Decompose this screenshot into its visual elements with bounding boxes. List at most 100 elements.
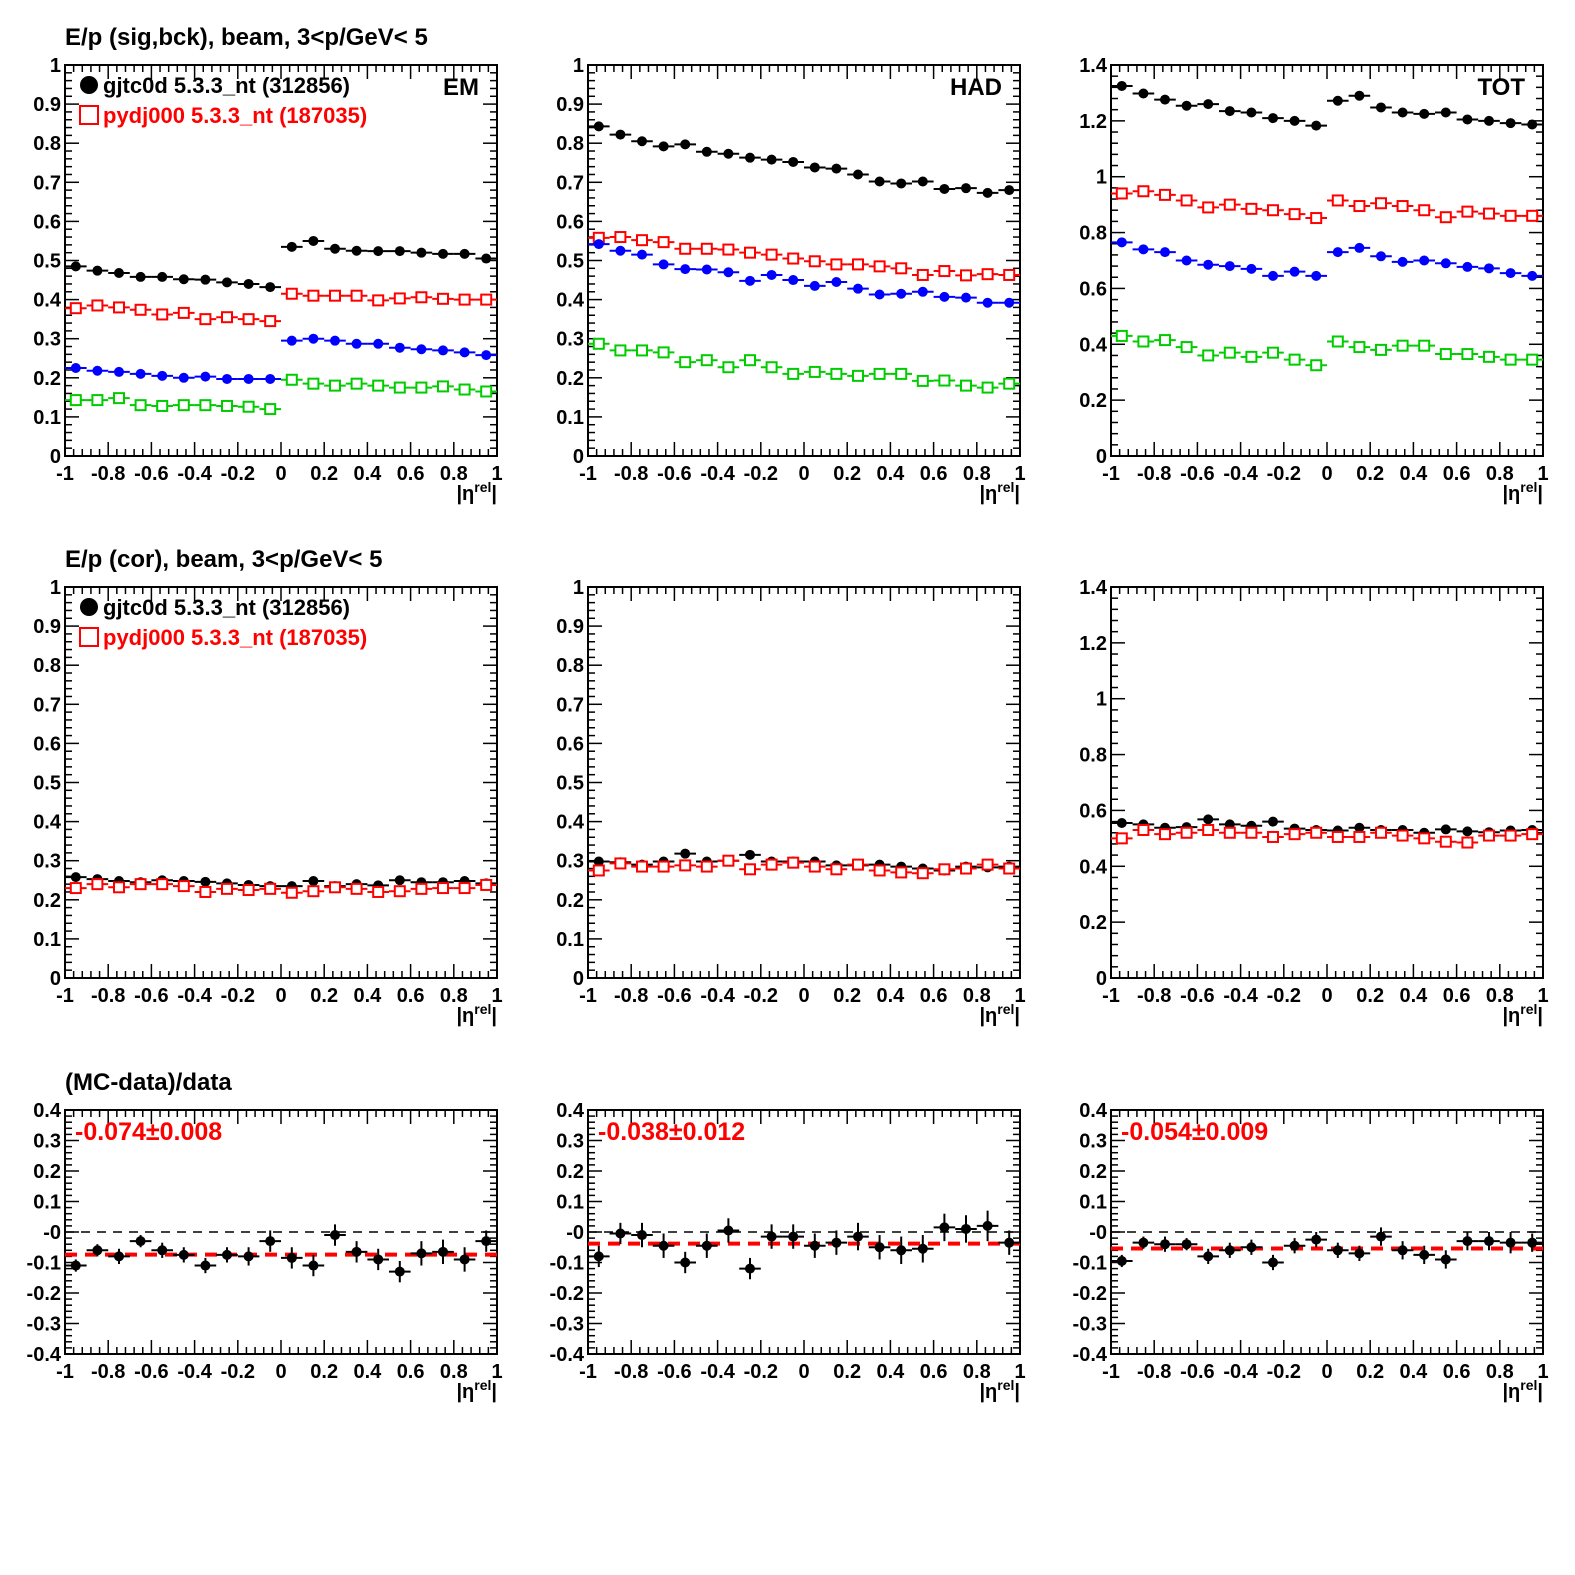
data-point-marker <box>1332 1245 1343 1256</box>
y-tick-label: 0.5 <box>33 773 61 795</box>
data-point-marker <box>1202 349 1215 362</box>
data-point-marker <box>1354 90 1365 101</box>
data-point-marker <box>744 354 756 367</box>
data-point-marker <box>831 277 842 288</box>
panels-group: -1 -0.8 -0.6 -0.4 -0.2 0 0.2 0.4 0.6 0.8 1|ηrel|00… <box>27 55 1549 1403</box>
x-axis-label-end: | <box>1537 1005 1543 1027</box>
x-tick-label: 1 <box>1014 1361 1025 1383</box>
x-tick-label: -0.2 <box>1267 985 1301 1007</box>
data-point-marker <box>350 377 363 390</box>
data-point-marker <box>1289 1240 1300 1251</box>
x-axis-label: |ηrel| <box>456 479 497 505</box>
data-point-marker <box>1504 353 1517 366</box>
y-tick-label: 0.9 <box>33 616 61 638</box>
y-tick-label: 1.4 <box>1079 55 1108 77</box>
data-point-marker <box>916 374 929 387</box>
data-point-marker <box>200 876 211 887</box>
data-point-marker <box>896 288 907 299</box>
x-axis-label: |ηrel| <box>979 1001 1020 1027</box>
data-point-marker <box>787 252 800 265</box>
y-tick-label: -0.3 <box>1073 1314 1107 1336</box>
x-axis-label-end: | <box>1537 1381 1543 1403</box>
data-point-marker <box>658 1240 669 1251</box>
data-point-marker <box>982 1220 993 1231</box>
data-point-marker <box>1331 335 1344 348</box>
y-tick-label: 0.6 <box>1079 800 1107 822</box>
y-tick-label: 0.5 <box>556 773 584 795</box>
data-point-marker <box>1332 95 1343 106</box>
y-tick-label: 1 <box>50 55 61 77</box>
y-tick-label: -0 <box>43 1222 61 1244</box>
x-tick-label: -0.2 <box>744 985 778 1007</box>
data-point-marker <box>1160 247 1170 258</box>
x-tick-label: 1 <box>491 985 502 1007</box>
data-point-marker <box>1527 119 1538 130</box>
ratio-annotation: -0.038±0.012 <box>598 1118 745 1146</box>
x-axis-label-base: |η <box>456 1005 474 1027</box>
y-tick-label: 0.4 <box>33 812 62 834</box>
data-point-marker <box>1224 106 1235 117</box>
data-point-marker <box>873 260 886 273</box>
data-point-marker <box>1223 826 1236 839</box>
x-tick-label: -1 <box>56 985 74 1007</box>
data-point-marker <box>135 271 146 282</box>
x-axis-label-sup: rel <box>997 479 1014 495</box>
x-axis-label-end: | <box>491 483 497 505</box>
data-point-marker <box>981 858 994 871</box>
data-point-marker <box>592 337 605 350</box>
y-tick-label: 0.7 <box>556 694 584 716</box>
data-point-marker <box>701 1240 712 1251</box>
data-point-marker <box>1504 209 1517 222</box>
data-point-marker <box>1268 1257 1278 1268</box>
data-point-marker <box>1223 346 1236 359</box>
x-axis-label-end: | <box>1014 483 1020 505</box>
x-tick-label: 0.2 <box>833 1361 861 1383</box>
data-point-marker <box>1311 120 1322 131</box>
x-tick-label: 0.2 <box>1356 985 1384 1007</box>
data-point-marker <box>636 860 648 873</box>
data-point-marker <box>373 1254 384 1265</box>
data-point-marker <box>480 293 493 306</box>
data-point-marker <box>938 374 951 387</box>
x-tick-label: 0.2 <box>833 463 861 485</box>
x-tick-label: -0.8 <box>91 1361 125 1383</box>
data-point-marker <box>394 342 405 353</box>
x-axis-label-base: |η <box>1502 1381 1520 1403</box>
data-point-marker <box>1159 188 1171 201</box>
data-point-marker <box>788 1231 799 1242</box>
data-point-marker <box>896 178 907 189</box>
data-point-marker <box>264 403 277 416</box>
data-point-marker <box>744 246 756 259</box>
data-point-marker <box>1376 251 1386 262</box>
data-point-marker <box>1116 1255 1127 1266</box>
y-tick-label: 0.3 <box>556 329 584 351</box>
panel-r1-c1: -1 -0.8 -0.6 -0.4 -0.2 0 0.2 0.4 0.6 0.8 1|ηrel|00… <box>33 55 502 505</box>
panel-r3-c3: -1 -0.8 -0.6 -0.4 -0.2 0 0.2 0.4 0.6 0.8 1|ηrel|-0… <box>1073 1100 1549 1403</box>
data-point-marker <box>1159 828 1171 841</box>
data-point-marker <box>830 863 843 876</box>
x-tick-label: 0.6 <box>920 463 948 485</box>
data-point-marker <box>459 1254 470 1265</box>
data-point-marker <box>437 882 449 895</box>
data-point-marker <box>113 301 125 314</box>
x-tick-label: 1 <box>1537 985 1548 1007</box>
data-point-marker <box>1396 339 1409 352</box>
data-point-marker <box>394 1266 405 1277</box>
x-tick-label: 0 <box>1321 985 1332 1007</box>
ratio-annotation: -0.054±0.009 <box>1121 1118 1268 1146</box>
data-point-marker <box>1526 828 1539 841</box>
data-point-marker <box>329 881 341 894</box>
x-tick-label: 0.2 <box>1356 463 1384 485</box>
data-point-marker <box>1203 99 1214 110</box>
x-axis-label: |ηrel| <box>1502 1001 1543 1027</box>
data-point-marker <box>437 380 449 393</box>
data-point-marker <box>1462 114 1473 125</box>
y-tick-label: 0.1 <box>556 1192 584 1214</box>
ratio-annotation: -0.074±0.008 <box>75 1118 222 1146</box>
x-tick-label: 0.8 <box>440 985 468 1007</box>
data-point-marker <box>69 394 82 407</box>
data-point-marker <box>416 1248 427 1259</box>
x-tick-label: 0.4 <box>1399 463 1428 485</box>
data-point-marker <box>458 293 471 306</box>
data-point-marker <box>307 289 320 302</box>
